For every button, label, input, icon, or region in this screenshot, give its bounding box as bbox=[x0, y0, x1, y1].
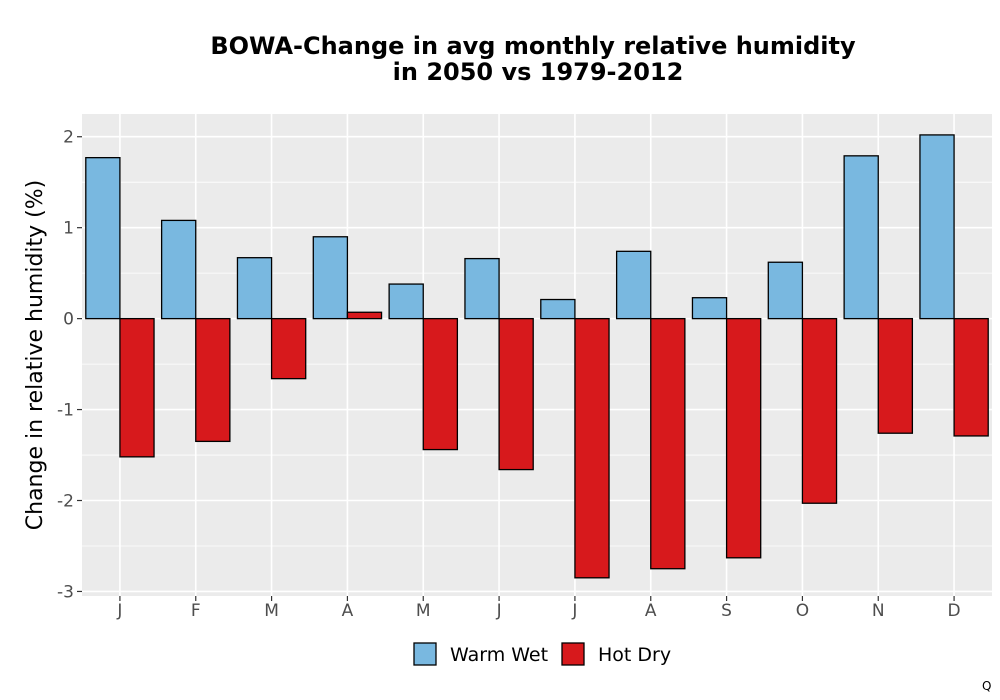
x-tick-label: F bbox=[191, 601, 201, 621]
bar-warm-wet bbox=[464, 257, 500, 320]
bar-hot-dry bbox=[725, 317, 762, 559]
x-tick-label: S bbox=[721, 601, 732, 621]
bar-hot-dry bbox=[574, 317, 610, 579]
bar-warm-wet bbox=[312, 236, 349, 320]
y-tick-label: 0 bbox=[63, 310, 74, 330]
bar-warm-wet bbox=[615, 250, 652, 320]
x-tick-label: M bbox=[264, 601, 279, 621]
chart-title-line1: BOWA-Change in avg monthly relative humi… bbox=[210, 32, 856, 60]
bar-hot-dry bbox=[953, 317, 989, 437]
y-axis-label: Change in relative humidity (%) bbox=[23, 180, 48, 530]
legend: Warm Wet Hot Dry bbox=[413, 642, 671, 666]
y-axis: 2 1 0 -1 -2 -3 bbox=[57, 128, 82, 602]
bar-warm-wet bbox=[843, 155, 879, 320]
bar-hot-dry bbox=[801, 317, 838, 504]
bar-warm-wet bbox=[236, 257, 273, 320]
chart-title-line2: in 2050 vs 1979-2012 bbox=[393, 58, 684, 86]
y-tick-label: 1 bbox=[63, 219, 74, 239]
bar-warm-wet bbox=[388, 283, 424, 320]
y-tick-label: -1 bbox=[57, 401, 74, 421]
x-tick-label: J bbox=[571, 601, 577, 621]
bar-warm-wet bbox=[85, 157, 121, 320]
x-tick-label: O bbox=[796, 601, 809, 621]
bar-warm-wet bbox=[540, 298, 576, 320]
legend-key-hot-dry bbox=[561, 642, 585, 666]
bar-hot-dry bbox=[195, 317, 231, 443]
x-tick-label: D bbox=[948, 601, 961, 621]
bar-hot-dry bbox=[119, 317, 155, 458]
x-tick-label: J bbox=[496, 601, 502, 621]
bar-hot-dry bbox=[877, 317, 914, 434]
legend-label-warm-wet: Warm Wet bbox=[450, 644, 548, 666]
x-tick-label: J bbox=[116, 601, 122, 621]
legend-key-warm-wet bbox=[413, 642, 437, 666]
bar-hot-dry bbox=[422, 317, 459, 451]
y-tick-label: -2 bbox=[57, 492, 74, 512]
bar-hot-dry bbox=[270, 317, 307, 380]
y-tick-label: 2 bbox=[63, 128, 74, 148]
bar-hot-dry bbox=[650, 317, 686, 570]
bar-warm-wet bbox=[691, 297, 728, 320]
plot-panel bbox=[82, 114, 992, 596]
y-tick-label: -3 bbox=[57, 582, 74, 602]
x-tick-label: A bbox=[645, 601, 657, 621]
x-tick-label: A bbox=[342, 601, 354, 621]
x-tick-label: M bbox=[416, 601, 431, 621]
corner-mark: Q bbox=[982, 679, 991, 693]
x-tick-label: N bbox=[872, 601, 885, 621]
bar-warm-wet bbox=[160, 219, 197, 320]
bars bbox=[85, 134, 989, 579]
bar-hot-dry bbox=[498, 317, 534, 471]
bar-warm-wet bbox=[767, 261, 804, 320]
legend-label-hot-dry: Hot Dry bbox=[598, 644, 671, 666]
bar-warm-wet bbox=[919, 134, 955, 320]
bar-hot-dry bbox=[346, 311, 383, 320]
